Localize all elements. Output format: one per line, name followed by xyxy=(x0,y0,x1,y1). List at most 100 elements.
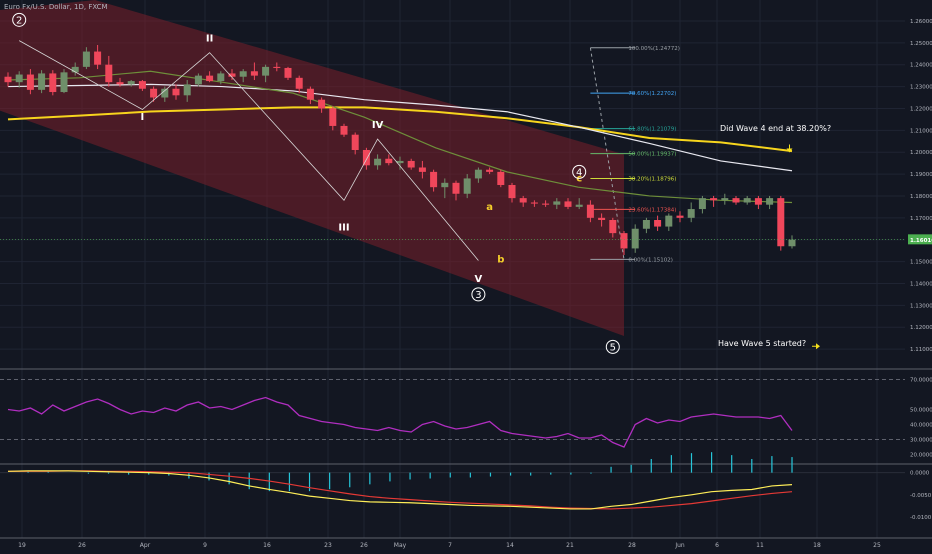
price-axis-label: 1.11000 xyxy=(910,347,932,353)
candle-body xyxy=(262,66,270,76)
candle-body xyxy=(542,203,550,205)
price-axis-label: 1.19000 xyxy=(910,172,932,178)
macd-axis-label: 0.0000 xyxy=(910,471,930,477)
x-axis-label: 26 xyxy=(78,542,86,549)
macd-axis-label: -0.0100 xyxy=(910,515,932,521)
candle-body xyxy=(183,84,191,96)
rsi-axis-label: 70.0000 xyxy=(910,378,932,384)
fib-level-label: 0.00%(1.15102) xyxy=(628,257,673,263)
x-axis-label: 9 xyxy=(203,542,207,549)
candle-body xyxy=(710,198,718,201)
candle-body xyxy=(631,228,639,249)
wave-label: V xyxy=(475,274,483,285)
candle-body xyxy=(127,81,135,85)
candle-body xyxy=(698,198,706,210)
x-axis-label: 23 xyxy=(324,542,332,549)
x-axis-label: 21 xyxy=(566,542,574,549)
elliott-wave-path xyxy=(19,40,479,261)
candle-body xyxy=(385,158,393,164)
wave-label: I xyxy=(141,112,145,123)
annotation-wave5: Have Wave 5 started? xyxy=(718,339,806,348)
candle-body xyxy=(340,125,348,135)
x-axis-label: Apr xyxy=(140,542,151,549)
descending-channel xyxy=(0,0,624,336)
fib-level-label: 100.00%(1.24772) xyxy=(628,46,680,52)
candle-body xyxy=(150,88,158,98)
candle-body xyxy=(777,198,785,247)
x-axis-label: 28 xyxy=(628,542,636,549)
candle-body xyxy=(474,169,482,179)
x-axis-label: 18 xyxy=(813,542,821,549)
arrow-down-icon xyxy=(786,144,793,153)
last-price-label: 1.16016 xyxy=(910,238,932,244)
candle-body xyxy=(306,88,314,100)
candle-body xyxy=(508,185,516,199)
rsi-axis-label: 40.0000 xyxy=(910,423,932,429)
x-axis-label: Jun xyxy=(674,542,685,549)
candle-body xyxy=(766,198,774,205)
rsi-axis-label: 30.0000 xyxy=(910,438,932,444)
candle-body xyxy=(418,167,426,172)
x-axis-label: 26 xyxy=(360,542,368,549)
candle-body xyxy=(60,72,68,93)
x-axis-label: 11 xyxy=(756,542,764,549)
arrow-right-icon xyxy=(812,343,820,350)
wave-label: 3 xyxy=(475,290,481,301)
x-axis-label: May xyxy=(394,542,407,549)
candle-body xyxy=(754,198,762,205)
x-axis-label: 6 xyxy=(715,542,719,549)
x-axis-label: 16 xyxy=(263,542,271,549)
candle-body xyxy=(575,204,583,207)
candle-body xyxy=(362,150,370,166)
candle-body xyxy=(228,73,236,77)
fib-level-label: 78.60%(1.22702) xyxy=(628,91,676,97)
candle-body xyxy=(642,220,650,229)
candle-body xyxy=(206,75,214,82)
candle-body xyxy=(609,220,617,234)
candle-body xyxy=(396,160,404,164)
candle-body xyxy=(318,99,326,109)
candle-body xyxy=(351,134,359,150)
candle-body xyxy=(665,215,673,227)
price-axis-label: 1.21000 xyxy=(910,128,932,134)
x-axis-label: 14 xyxy=(506,542,514,549)
candle-body xyxy=(486,169,494,172)
price-axis-label: 1.20000 xyxy=(910,150,932,156)
candle-body xyxy=(94,51,102,65)
wave-label: 2 xyxy=(16,15,22,26)
candle-body xyxy=(519,198,527,203)
wave-label: 5 xyxy=(610,342,616,353)
candle-body xyxy=(463,178,471,194)
candle-body xyxy=(105,64,113,83)
price-axis-label: 1.17000 xyxy=(910,216,932,222)
candle-body xyxy=(138,81,146,89)
last-price-tag xyxy=(908,234,932,245)
price-axis-label: 1.22000 xyxy=(910,106,932,112)
candle-body xyxy=(586,204,594,218)
candle-body xyxy=(497,171,505,185)
candle-body xyxy=(295,77,303,89)
candle-body xyxy=(620,233,628,249)
x-axis-label: 25 xyxy=(873,542,881,549)
candle-body xyxy=(217,73,225,82)
fib-level-label: 50.00%(1.19937) xyxy=(628,152,676,158)
candle-body xyxy=(273,66,281,68)
candle-body xyxy=(239,71,247,77)
price-axis-label: 1.25000 xyxy=(910,41,932,47)
candle-body xyxy=(15,74,23,83)
wave-label: III xyxy=(338,223,349,234)
wave-label: b xyxy=(497,254,504,265)
fib-level-label: 61.80%(1.21079) xyxy=(628,127,676,133)
x-axis-label: 19 xyxy=(18,542,26,549)
price-axis-label: 1.14000 xyxy=(910,281,932,287)
price-axis-label: 1.23000 xyxy=(910,85,932,91)
candle-body xyxy=(250,71,258,76)
candle-body xyxy=(407,160,415,168)
macd-signal-line xyxy=(8,470,793,510)
candle-body xyxy=(329,108,337,126)
wave-label-circle xyxy=(605,339,620,354)
annotation-wave4: Did Wave 4 end at 38.20%? xyxy=(720,124,831,133)
candle-body xyxy=(441,182,449,188)
